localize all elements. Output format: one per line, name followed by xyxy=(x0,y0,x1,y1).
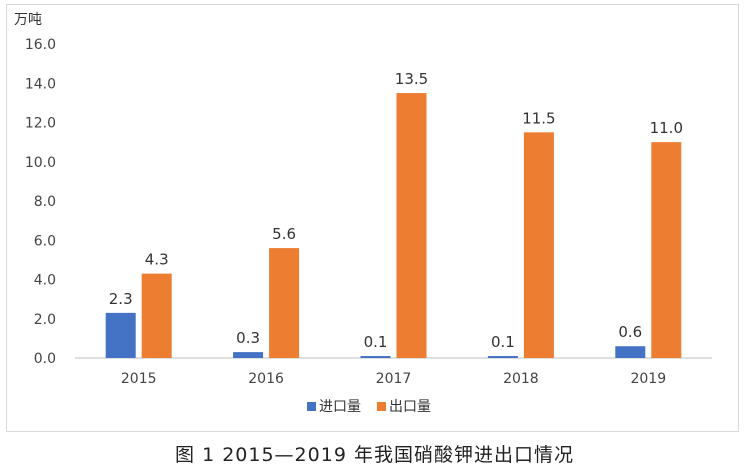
bar-chart: 万吨0.02.04.06.08.010.012.014.016.0 2015 20… xyxy=(14,12,712,415)
y-tick-label: 10.0 xyxy=(25,155,56,171)
bar-export xyxy=(141,273,172,358)
x-tick-label: 2018 xyxy=(503,371,539,387)
x-axis: 2015 2016 2017 2018 2019 xyxy=(75,357,712,387)
y-tick-label: 14.0 xyxy=(25,76,56,92)
bar-import xyxy=(615,346,646,358)
bar-export xyxy=(651,142,682,358)
y-tick-label: 4.0 xyxy=(34,273,56,289)
y-axis: 万吨 0.0 2.0 4.0 6.0 8.0 10.0 12.0 14.0 16.0 xyxy=(14,12,56,367)
bar-import xyxy=(233,352,264,358)
data-label: 11.0 xyxy=(650,119,683,137)
bar-export xyxy=(396,93,427,358)
y-tick-label: 12.0 xyxy=(25,116,56,132)
legend-swatch xyxy=(307,402,316,411)
y-tick-label: 16.0 xyxy=(25,37,56,53)
data-label: 0.3 xyxy=(236,329,260,347)
y-tick-label: 2.0 xyxy=(34,312,56,328)
legend-label: 进口量 xyxy=(319,399,361,415)
chart-frame xyxy=(6,4,739,432)
data-label: 0.1 xyxy=(491,333,515,351)
bar-export xyxy=(523,132,554,358)
data-label: 0.1 xyxy=(364,333,388,351)
figure-caption: 图 1 2015—2019 年我国硝酸钾进出口情况 xyxy=(175,444,574,466)
legend-swatch xyxy=(377,402,386,411)
y-tick-label: 6.0 xyxy=(34,233,56,249)
bar-export xyxy=(269,248,300,358)
legend: 进口量 出口量 xyxy=(307,399,431,415)
data-label: 2.3 xyxy=(109,290,133,308)
x-tick-label: 2019 xyxy=(630,371,666,387)
bar-import xyxy=(487,356,518,358)
bar-import xyxy=(105,312,136,358)
x-tick-label: 2016 xyxy=(248,371,284,387)
data-label: 0.6 xyxy=(618,323,642,341)
y-tick-label: 0.0 xyxy=(34,351,56,367)
data-label: 4.3 xyxy=(145,251,169,269)
bars: 2.3 4.3 0.3 5.6 0.1 13.5 0.1 11.5 0.6 11.0 xyxy=(105,70,683,358)
x-tick-label: 2017 xyxy=(376,371,412,387)
x-tick-label: 2015 xyxy=(121,371,157,387)
legend-label: 出口量 xyxy=(389,399,431,415)
bar-import xyxy=(360,356,391,358)
data-label: 5.6 xyxy=(272,225,296,243)
y-tick-label: 8.0 xyxy=(34,194,56,210)
y-axis-unit-label: 万吨 xyxy=(14,12,42,28)
data-label: 11.5 xyxy=(522,109,555,127)
data-label: 13.5 xyxy=(395,70,428,88)
